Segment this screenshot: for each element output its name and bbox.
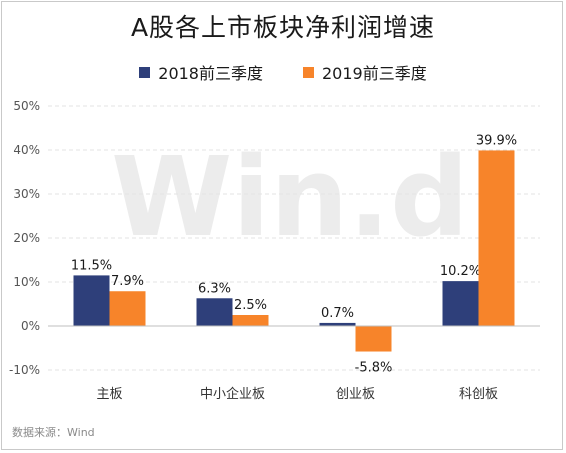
data-label: -5.8%	[355, 361, 393, 376]
legend-swatch-2018	[139, 66, 151, 78]
x-tick-label: 主板	[96, 387, 122, 402]
bar-2019	[109, 291, 146, 326]
y-tick-label: 20%	[13, 231, 40, 245]
bar-2018	[319, 322, 356, 326]
y-tick-label: 10%	[13, 275, 40, 289]
bar-2018	[73, 275, 110, 326]
y-tick-label: 30%	[13, 187, 40, 201]
y-tick-label: 40%	[13, 143, 40, 157]
legend-item-2018: 2018前三季度	[139, 60, 263, 84]
watermark-text: Win.d	[111, 133, 469, 261]
data-source: 数据来源：Wind	[12, 426, 95, 439]
x-tick-label: 科创板	[459, 387, 498, 402]
y-tick-label: -10%	[9, 363, 40, 377]
y-tick-label: 50%	[13, 99, 40, 113]
data-label: 0.7%	[321, 306, 354, 321]
chart-title: A股各上市板块净利润增速	[130, 13, 436, 42]
bar-2018	[442, 281, 479, 326]
legend-label-2019: 2019前三季度	[322, 64, 427, 83]
bar-2019	[478, 150, 515, 326]
chart-legend: 2018前三季度 2019前三季度	[0, 60, 566, 84]
data-label: 10.2%	[440, 264, 481, 279]
y-tick-label: 0%	[21, 319, 40, 333]
data-label: 7.9%	[111, 274, 144, 289]
data-label: 11.5%	[71, 258, 112, 273]
x-tick-label: 创业板	[336, 387, 375, 402]
legend-swatch-2019	[303, 66, 314, 78]
data-label: 6.3%	[198, 281, 231, 296]
bar-2019	[355, 326, 392, 352]
bar-2019	[232, 315, 269, 326]
legend-item-2019: 2019前三季度	[303, 60, 427, 84]
bar-2018	[196, 298, 233, 326]
x-tick-label: 中小企业板	[200, 386, 265, 402]
data-label: 2.5%	[234, 298, 267, 313]
data-label: 39.9%	[476, 133, 517, 148]
legend-label-2018: 2018前三季度	[158, 64, 263, 83]
